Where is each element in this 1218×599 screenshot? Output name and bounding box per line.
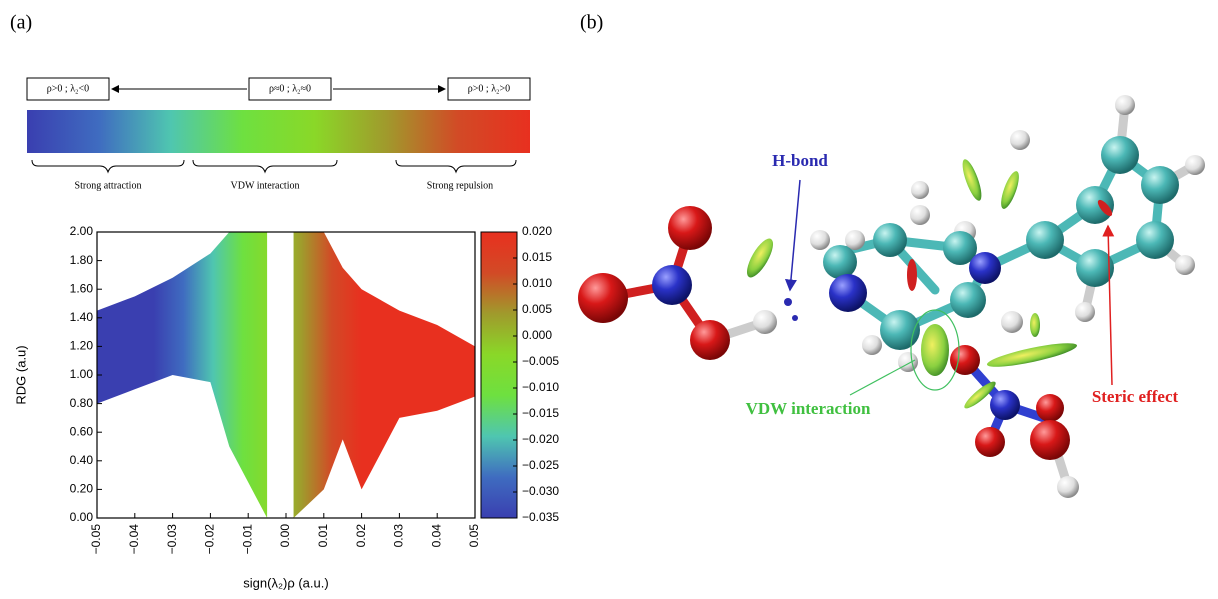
brace <box>32 160 184 172</box>
x-axis-label: sign(λ₂)ρ (a.u.) <box>243 575 328 590</box>
colorbar-tick-label: −0.025 <box>522 458 559 472</box>
color-band <box>27 110 530 153</box>
annotation: H-bond <box>772 151 828 170</box>
page: { "panel_labels": ["(a)", "(b)"], "legen… <box>0 0 1218 594</box>
arrow <box>1108 226 1112 385</box>
legend-box-text: ρ>0 ; λ₂>0 <box>468 83 510 94</box>
colorbar-tick-label: 0.010 <box>522 276 552 290</box>
region-label: Strong repulsion <box>427 180 493 191</box>
y-tick-label: 1.00 <box>70 367 94 381</box>
annotation: Steric effect <box>1092 387 1179 406</box>
panel-label: (b) <box>580 12 603 34</box>
colorbar-tick-label: −0.030 <box>522 484 559 498</box>
colorbar-tick-label: −0.005 <box>522 354 559 368</box>
x-tick-label: −0.04 <box>127 524 141 555</box>
rdg-scatter-band <box>97 232 475 518</box>
figure: (a) (b) ρ>0 ; λ₂<0 ρ≈0 ; λ₂≈0 ρ>0 ; λ₂>0… <box>0 0 1218 594</box>
x-tick-label: 0.03 <box>392 524 406 548</box>
y-axis-label: RDG (a.u) <box>13 345 28 404</box>
y-tick-label: 0.60 <box>70 424 94 438</box>
annotation: VDW interaction <box>746 399 871 418</box>
colorbar-tick-label: −0.010 <box>522 380 559 394</box>
x-tick-label: −0.05 <box>89 524 103 555</box>
x-tick-label: 0.05 <box>467 524 481 548</box>
atoms <box>578 95 1205 498</box>
x-tick-label: 0.04 <box>429 524 443 548</box>
region-label: VDW interaction <box>231 180 300 191</box>
x-tick-label: 0.01 <box>316 524 330 548</box>
region-label: Strong attraction <box>75 180 142 191</box>
brace <box>193 160 337 172</box>
arrow <box>790 180 800 290</box>
legend-box-text: ρ≈0 ; λ₂≈0 <box>269 83 311 94</box>
x-tick-label: 0.00 <box>278 524 292 548</box>
colorbar-tick-label: 0.015 <box>522 250 552 264</box>
y-tick-label: 1.60 <box>70 281 94 295</box>
y-tick-label: 1.80 <box>70 253 94 267</box>
y-tick-label: 0.00 <box>70 510 94 524</box>
colorbar-tick-label: 0.000 <box>522 328 552 342</box>
pointer <box>850 360 915 395</box>
y-tick-label: 0.40 <box>70 453 94 467</box>
y-tick-label: 0.20 <box>70 482 94 496</box>
x-tick-label: 0.02 <box>354 524 368 548</box>
colorbar-tick-label: −0.020 <box>522 432 559 446</box>
molecule: H-bond VDW interaction Steric effect <box>578 95 1205 498</box>
y-tick-label: 0.80 <box>70 396 94 410</box>
y-tick-label: 1.20 <box>70 339 94 353</box>
colorbar-tick-label: 0.005 <box>522 302 552 316</box>
brace <box>396 160 516 172</box>
colorbar-tick-label: 0.020 <box>522 224 552 238</box>
x-tick-label: −0.03 <box>165 524 179 555</box>
panel-label: (a) <box>10 12 32 34</box>
x-tick-label: −0.01 <box>240 524 254 555</box>
colorbar <box>481 232 517 518</box>
y-tick-label: 1.40 <box>70 310 94 324</box>
colorbar-tick-label: −0.015 <box>522 406 559 420</box>
y-tick-label: 2.00 <box>70 224 94 238</box>
legend-box-text: ρ>0 ; λ₂<0 <box>47 83 89 94</box>
x-tick-label: −0.02 <box>203 524 217 555</box>
colorbar-tick-label: −0.035 <box>522 510 559 524</box>
interaction-legend: ρ>0 ; λ₂<0 ρ≈0 ; λ₂≈0 ρ>0 ; λ₂>0 Strong … <box>27 78 530 191</box>
